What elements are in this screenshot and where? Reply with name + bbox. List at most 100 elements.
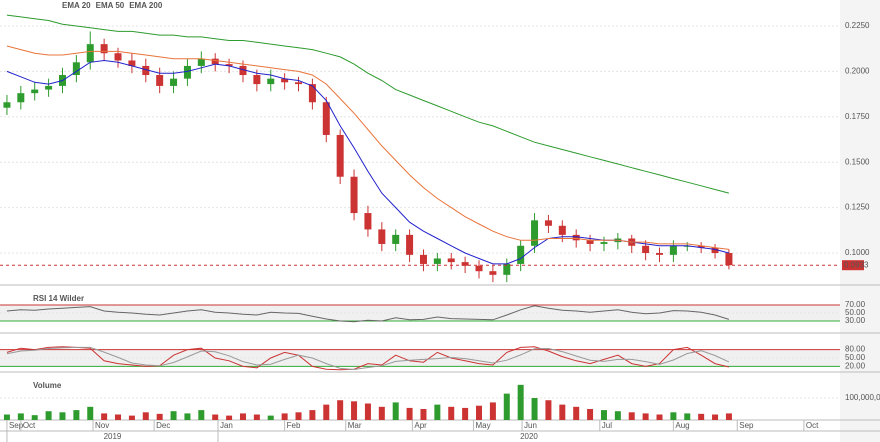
volume-bar: [128, 415, 135, 420]
volume-bar: [392, 402, 399, 420]
volume-bar: [31, 415, 38, 420]
volume-bar: [587, 409, 594, 420]
candle-body: [114, 53, 122, 61]
candle-body: [531, 220, 539, 246]
y-tick-label: 0.1250: [845, 203, 870, 212]
x-tick-label: Jan: [220, 421, 233, 430]
candle-body: [253, 75, 261, 85]
volume-bar: [725, 413, 732, 420]
candle-body: [183, 65, 191, 79]
candle-body: [156, 75, 164, 86]
candle-body: [433, 258, 441, 264]
axis-strip: [840, 0, 880, 442]
panel-title: Volume: [33, 381, 62, 390]
candle-body: [3, 102, 11, 108]
candle-body: [86, 44, 94, 63]
volume-bar: [378, 406, 385, 420]
volume-bar: [559, 404, 566, 420]
y-tick-label: 30.00: [845, 316, 866, 325]
volume-bar: [226, 415, 233, 420]
candle-body: [45, 85, 53, 90]
volume-bar: [239, 413, 246, 420]
volume-bar: [420, 409, 427, 420]
candle-body: [142, 65, 150, 76]
candle-body: [586, 240, 594, 244]
volume-bar: [267, 415, 274, 420]
last-price-box: [842, 260, 864, 271]
volume-bar: [253, 414, 260, 420]
candle-body: [406, 234, 414, 255]
candle-body: [225, 64, 233, 66]
volume-bar: [101, 413, 108, 420]
volume-bar: [462, 407, 469, 420]
y-tick-label: 50.00: [845, 308, 866, 317]
y-tick-label: 0.1000: [845, 248, 870, 257]
volume-bar: [115, 414, 122, 420]
candle-body: [461, 262, 469, 266]
volume-bar: [503, 393, 510, 420]
volume-bar: [489, 402, 496, 420]
volume-bar: [45, 411, 52, 420]
legend-entry: EMA 200: [129, 1, 163, 10]
candle-body: [572, 234, 580, 241]
y-tick-label: 100,000,000: [845, 393, 880, 402]
y-tick-label: 80.00: [845, 345, 866, 354]
candle-body: [211, 58, 219, 65]
volume-bar: [17, 413, 24, 420]
volume-bar: [614, 411, 621, 420]
volume-bar: [670, 412, 677, 420]
candle-body: [711, 247, 719, 254]
volume-bar: [698, 413, 705, 420]
volume-bar: [364, 403, 371, 420]
candle-body: [600, 242, 608, 244]
candle-body: [544, 220, 552, 226]
volume-bar: [323, 404, 330, 420]
candle-body: [308, 84, 316, 103]
x-tick-label: Jun: [524, 421, 537, 430]
candle-body: [558, 225, 566, 235]
x-tick-label: Aug: [675, 421, 689, 430]
volume-bar: [73, 410, 80, 420]
candle-body: [350, 176, 358, 214]
candle-body: [336, 134, 344, 177]
candle-body: [503, 263, 511, 275]
volume-bar: [628, 412, 635, 420]
x-tick-label: Apr: [414, 421, 427, 430]
volume-bar: [351, 401, 358, 420]
candle-body: [697, 245, 705, 248]
x-tick-label: Jul: [602, 421, 612, 430]
series-line: [6, 45, 729, 250]
series-line: [6, 305, 730, 323]
candle-body: [72, 62, 80, 76]
candle-body: [517, 245, 525, 264]
candle-body: [489, 271, 497, 275]
volume-bar: [295, 412, 302, 420]
volume-bar: [517, 384, 524, 420]
volume-bar: [142, 412, 149, 420]
candle-body: [170, 78, 178, 86]
volume-bar: [573, 406, 580, 420]
volume-bar: [212, 414, 219, 420]
volume-bar: [337, 400, 344, 420]
candle-body: [447, 258, 455, 263]
candle-body: [128, 60, 136, 66]
candle-body: [378, 229, 386, 244]
year-label: 2019: [104, 432, 122, 441]
candle-body: [239, 65, 247, 76]
volume-bar: [281, 413, 288, 420]
candle-body: [725, 253, 733, 266]
volume-bar: [476, 405, 483, 420]
volume-bar: [684, 413, 691, 420]
y-tick-label: 0.2250: [845, 21, 870, 30]
y-tick-label: 20.00: [845, 362, 866, 371]
last-price-label: 0.0933: [844, 260, 869, 269]
volume-bar: [198, 410, 205, 420]
volume-bar: [309, 410, 316, 420]
volume-bar: [406, 407, 413, 420]
candle-body: [475, 265, 483, 272]
candle-body: [419, 254, 427, 264]
volume-bar: [87, 406, 94, 420]
y-tick-label: 0.1750: [845, 112, 870, 121]
x-tick-label: Mar: [348, 421, 362, 430]
